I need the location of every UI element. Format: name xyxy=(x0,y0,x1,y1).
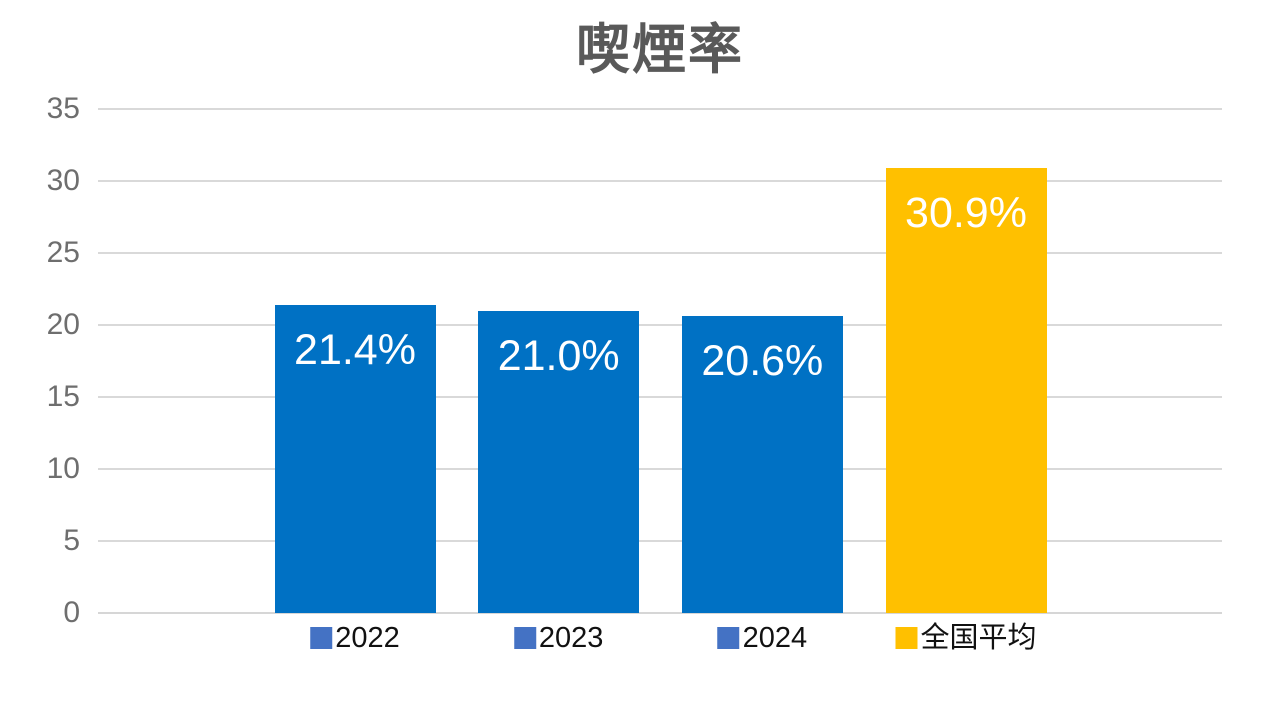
gridline xyxy=(98,540,1222,542)
x-category-text: 2024 xyxy=(742,622,808,654)
bar-2023: 21.0% xyxy=(478,310,640,613)
y-tick-label: 25 xyxy=(46,236,80,269)
x-category-label: 2023 xyxy=(513,622,604,654)
gridline xyxy=(98,180,1222,182)
x-category-text: 2023 xyxy=(538,622,604,654)
bar-全国平均: 30.9% xyxy=(885,168,1047,613)
chart-title: 喫煙率 xyxy=(576,20,744,80)
y-tick-label: 5 xyxy=(63,524,80,557)
x-category-label: 全国平均 xyxy=(895,622,1037,654)
x-axis-baseline xyxy=(98,612,1222,614)
bar-2024: 20.6% xyxy=(681,316,843,613)
bar-value-label: 20.6% xyxy=(701,337,824,386)
gridline xyxy=(98,396,1222,398)
y-tick-label: 15 xyxy=(46,380,80,413)
y-tick-label: 35 xyxy=(46,92,80,125)
legend-marker-icon xyxy=(717,627,740,649)
gridline xyxy=(98,252,1222,254)
y-tick-label: 30 xyxy=(46,164,80,197)
bar-value-label: 21.0% xyxy=(497,331,620,380)
legend-marker-icon xyxy=(513,627,536,649)
bar-value-label: 21.4% xyxy=(294,325,416,374)
gridline xyxy=(98,468,1222,470)
y-tick-label: 10 xyxy=(46,452,80,485)
y-tick-label: 0 xyxy=(63,596,80,629)
gridline xyxy=(98,324,1222,326)
gridline xyxy=(98,108,1222,110)
y-tick-label: 20 xyxy=(46,308,80,341)
plot-area: 0 5 10 15 20 25 30 35 21.4% 2022 21.0% 2023 20.6% 202… xyxy=(47,94,1222,654)
bar-value-label: 30.9% xyxy=(905,189,1027,238)
legend-marker-icon xyxy=(895,627,918,649)
legend-marker-icon xyxy=(310,627,333,649)
x-category-label: 2024 xyxy=(717,622,808,654)
x-category-label: 2022 xyxy=(310,622,400,654)
bar-2022: 21.4% xyxy=(274,304,436,613)
x-category-text: 全国平均 xyxy=(920,622,1037,654)
x-category-text: 2022 xyxy=(335,622,400,654)
